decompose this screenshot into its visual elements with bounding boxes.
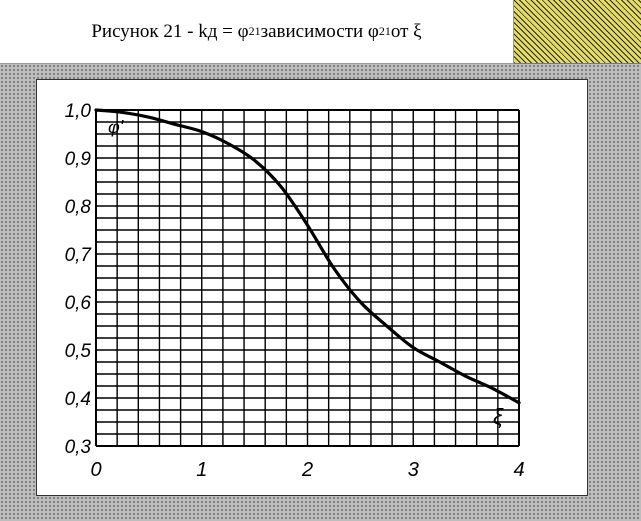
chart: 1,0 0,9 0,8 0,7 0,6 0,5 0,4 0,30 1 2 3 4 φ' ξ [65,101,525,481]
x-tick-label: 2 [301,459,313,481]
x-tick-label: 0 [90,459,101,481]
x-tick-label: 1 [196,459,207,481]
title-middle: зависимости φ [260,20,379,42]
data-curve [94,108,521,405]
x-axis-label: ξ [493,404,504,429]
header: Рисунок 21 - kд = φ 21 зависимости φ 21 от… [0,0,514,64]
y-axis-label: φ' [108,117,124,137]
x-tick-label: 3 [408,459,419,481]
y-tick-label: 0,5 [65,341,92,362]
x-tick-label: 4 [513,459,524,481]
y-tick-label: 1,0 [65,101,92,122]
title-suffix: от ξ [390,20,422,42]
corner-decoration [514,0,641,64]
figure-title: Рисунок 21 - kд = φ 21 зависимости φ 21 от… [0,0,513,63]
title-sub-1: 21 [248,24,261,38]
y-tick-label: 0,3 [65,437,92,458]
y-tick-label: 0,8 [65,197,92,218]
y-tick-label: 0,6 [65,293,92,314]
title-prefix: Рисунок 21 - kд = φ [91,20,249,42]
y-tick-label: 0,7 [65,245,93,266]
y-tick-label: 0,4 [65,389,91,410]
title-sub-2: 21 [378,24,391,38]
y-tick-label: 0,9 [65,149,92,170]
chart-panel: 1,0 0,9 0,8 0,7 0,6 0,5 0,4 0,3 0 1 2 3 4 φ' ξ [36,79,588,496]
